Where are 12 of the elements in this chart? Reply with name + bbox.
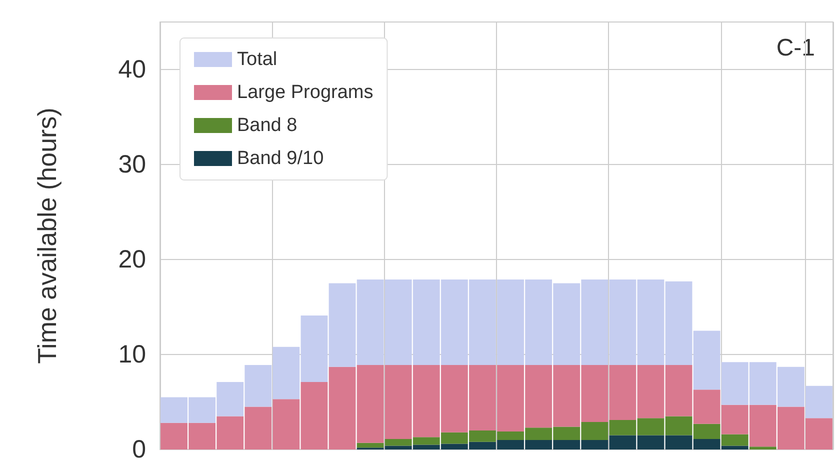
bar <box>749 446 776 450</box>
y-axis-title: Time available (hours) <box>32 108 62 364</box>
y-tick-label: 40 <box>118 56 146 84</box>
legend-label: Large Programs <box>237 82 374 103</box>
y-tick-label: 10 <box>118 340 146 368</box>
legend-label: Band 8 <box>237 115 298 136</box>
y-tick-label: 30 <box>118 150 146 178</box>
legend-label: Total <box>237 49 278 70</box>
legend-label: Band 9/10 <box>237 148 324 169</box>
annotation: C-1 <box>776 34 815 62</box>
y-tick-label: 20 <box>118 246 146 274</box>
y-tick-label: 0 <box>132 436 146 462</box>
